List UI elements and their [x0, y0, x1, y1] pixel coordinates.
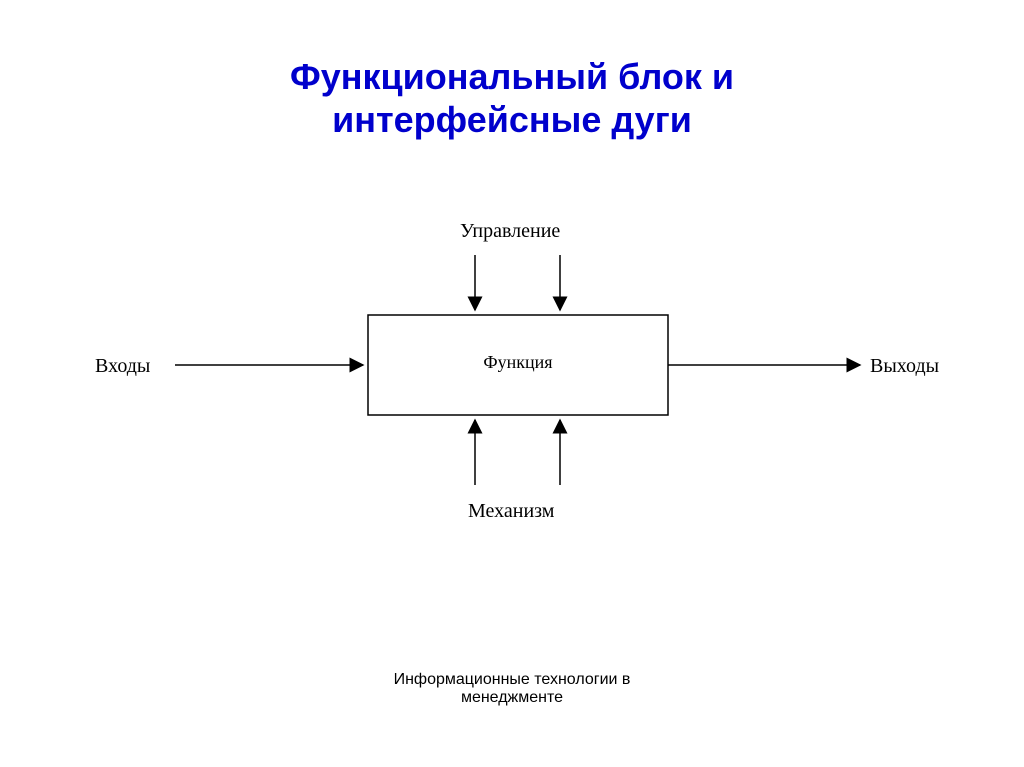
diagram-svg: [0, 0, 1024, 767]
mechanism-label: Механизм: [468, 500, 554, 523]
footer: Информационные технологии в менеджменте: [0, 671, 1024, 707]
diagram: Функция Управление Входы Выходы Механизм: [0, 0, 1024, 767]
output-label: Выходы: [870, 355, 939, 378]
footer-line2: менеджменте: [0, 689, 1024, 707]
footer-line1: Информационные технологии в: [0, 671, 1024, 689]
control-label: Управление: [460, 220, 560, 243]
input-label: Входы: [95, 355, 150, 378]
function-block-label: Функция: [368, 352, 668, 373]
